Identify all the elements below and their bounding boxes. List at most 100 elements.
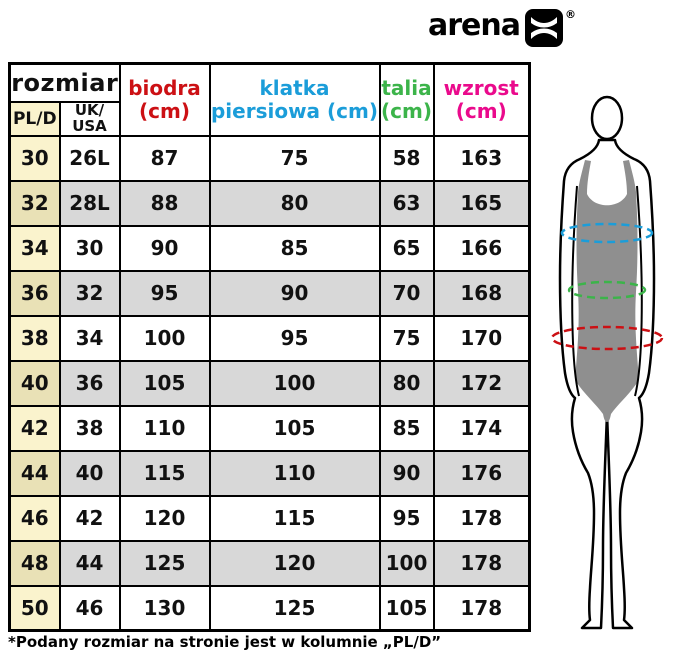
cell-klatka: 100 bbox=[208, 359, 381, 407]
measurement-figure bbox=[532, 88, 682, 635]
cell-biodra: 100 bbox=[118, 314, 211, 362]
cell-uk: 28L bbox=[58, 179, 121, 227]
cell-pl: 34 bbox=[8, 224, 61, 272]
cell-pl: 30 bbox=[8, 134, 61, 182]
cell-talia: 85 bbox=[378, 404, 435, 452]
cell-wzrost: 174 bbox=[432, 404, 531, 452]
cell-talia: 95 bbox=[378, 494, 435, 542]
col-header-pl-d: PL/D bbox=[8, 100, 61, 137]
table-row: 30 26L 87 75 58 163 bbox=[8, 134, 531, 182]
cell-klatka: 90 bbox=[208, 269, 381, 317]
cell-uk: 32 bbox=[58, 269, 121, 317]
arena-logo: arena ® bbox=[428, 6, 576, 47]
cell-pl: 46 bbox=[8, 494, 61, 542]
female-silhouette-illustration bbox=[550, 95, 664, 630]
col-header-talia-line2: (cm) bbox=[381, 98, 432, 123]
cell-wzrost: 178 bbox=[432, 494, 531, 542]
cell-wzrost: 178 bbox=[432, 539, 531, 587]
cell-talia: 75 bbox=[378, 314, 435, 362]
hips-measure-line bbox=[550, 325, 664, 351]
cell-uk: 46 bbox=[58, 584, 121, 632]
col-header-klatka-line2: piersiowa (cm) bbox=[210, 98, 378, 123]
cell-pl: 42 bbox=[8, 404, 61, 452]
col-header-klatka-line1: klatka bbox=[259, 75, 330, 100]
cell-klatka: 125 bbox=[208, 584, 381, 632]
left-arm-line bbox=[571, 185, 580, 397]
size-chart-table: rozmiar biodra (cm) klatka piersiowa (cm… bbox=[8, 62, 531, 632]
col-header-biodra: biodra (cm) bbox=[118, 62, 211, 137]
chest-measure-line bbox=[560, 222, 654, 244]
cell-pl: 38 bbox=[8, 314, 61, 362]
table-row: 34 30 90 85 65 166 bbox=[8, 224, 531, 272]
cell-talia: 100 bbox=[378, 539, 435, 587]
table-row: 48 44 125 120 100 178 bbox=[8, 539, 531, 587]
cell-wzrost: 165 bbox=[432, 179, 531, 227]
table-row: 32 28L 88 80 63 165 bbox=[8, 179, 531, 227]
cell-wzrost: 170 bbox=[432, 314, 531, 362]
cell-wzrost: 178 bbox=[432, 584, 531, 632]
col-header-biodra-line1: biodra bbox=[128, 75, 201, 100]
cell-biodra: 130 bbox=[118, 584, 211, 632]
cell-wzrost: 163 bbox=[432, 134, 531, 182]
cell-talia: 65 bbox=[378, 224, 435, 272]
cell-uk: 38 bbox=[58, 404, 121, 452]
col-header-wzrost: wzrost (cm) bbox=[432, 62, 531, 137]
header-row-top: rozmiar biodra (cm) klatka piersiowa (cm… bbox=[8, 62, 531, 137]
arena-brand-icon bbox=[525, 9, 563, 47]
col-header-uk-usa: UK/ USA bbox=[58, 100, 121, 137]
cell-talia: 105 bbox=[378, 584, 435, 632]
cell-klatka: 95 bbox=[208, 314, 381, 362]
table-row: 38 34 100 95 75 170 bbox=[8, 314, 531, 362]
cell-pl: 36 bbox=[8, 269, 61, 317]
cell-uk: 26L bbox=[58, 134, 121, 182]
cell-uk: 44 bbox=[58, 539, 121, 587]
cell-biodra: 115 bbox=[118, 449, 211, 497]
right-arm-line bbox=[634, 185, 643, 397]
cell-biodra: 120 bbox=[118, 494, 211, 542]
cell-pl: 50 bbox=[8, 584, 61, 632]
cell-uk: 36 bbox=[58, 359, 121, 407]
cell-biodra: 125 bbox=[118, 539, 211, 587]
cell-uk: 34 bbox=[58, 314, 121, 362]
cell-klatka: 105 bbox=[208, 404, 381, 452]
cell-klatka: 85 bbox=[208, 224, 381, 272]
col-header-klatka: klatka piersiowa (cm) bbox=[208, 62, 381, 137]
cell-talia: 58 bbox=[378, 134, 435, 182]
cell-wzrost: 176 bbox=[432, 449, 531, 497]
cell-biodra: 88 bbox=[118, 179, 211, 227]
registered-mark: ® bbox=[565, 8, 576, 21]
size-table-container: rozmiar biodra (cm) klatka piersiowa (cm… bbox=[8, 62, 531, 632]
cell-biodra: 110 bbox=[118, 404, 211, 452]
cell-biodra: 95 bbox=[118, 269, 211, 317]
table-row: 36 32 95 90 70 168 bbox=[8, 269, 531, 317]
head-shape bbox=[590, 95, 624, 141]
cell-klatka: 75 bbox=[208, 134, 381, 182]
col-header-talia-line1: talia bbox=[381, 75, 432, 100]
cell-wzrost: 166 bbox=[432, 224, 531, 272]
cell-klatka: 110 bbox=[208, 449, 381, 497]
footnote-text: *Podany rozmiar na stronie jest w kolumn… bbox=[8, 633, 442, 651]
table-row: 42 38 110 105 85 174 bbox=[8, 404, 531, 452]
col-header-uk-line1: UK/ bbox=[74, 100, 105, 119]
cell-klatka: 80 bbox=[208, 179, 381, 227]
cell-biodra: 90 bbox=[118, 224, 211, 272]
col-header-wzrost-line1: wzrost bbox=[443, 75, 519, 100]
cell-talia: 80 bbox=[378, 359, 435, 407]
col-header-wzrost-line2: (cm) bbox=[455, 98, 507, 123]
cell-pl: 40 bbox=[8, 359, 61, 407]
cell-biodra: 87 bbox=[118, 134, 211, 182]
cell-klatka: 115 bbox=[208, 494, 381, 542]
cell-talia: 63 bbox=[378, 179, 435, 227]
col-header-talia: talia (cm) bbox=[378, 62, 435, 137]
waist-measure-line bbox=[567, 280, 647, 300]
cell-uk: 30 bbox=[58, 224, 121, 272]
cell-uk: 40 bbox=[58, 449, 121, 497]
cell-biodra: 105 bbox=[118, 359, 211, 407]
table-row: 40 36 105 100 80 172 bbox=[8, 359, 531, 407]
table-row: 50 46 130 125 105 178 bbox=[8, 584, 531, 632]
header-row-sub: PL/D UK/ USA bbox=[8, 100, 530, 137]
col-header-biodra-line2: (cm) bbox=[139, 98, 190, 123]
table-row: 44 40 115 110 90 176 bbox=[8, 449, 531, 497]
cell-wzrost: 168 bbox=[432, 269, 531, 317]
